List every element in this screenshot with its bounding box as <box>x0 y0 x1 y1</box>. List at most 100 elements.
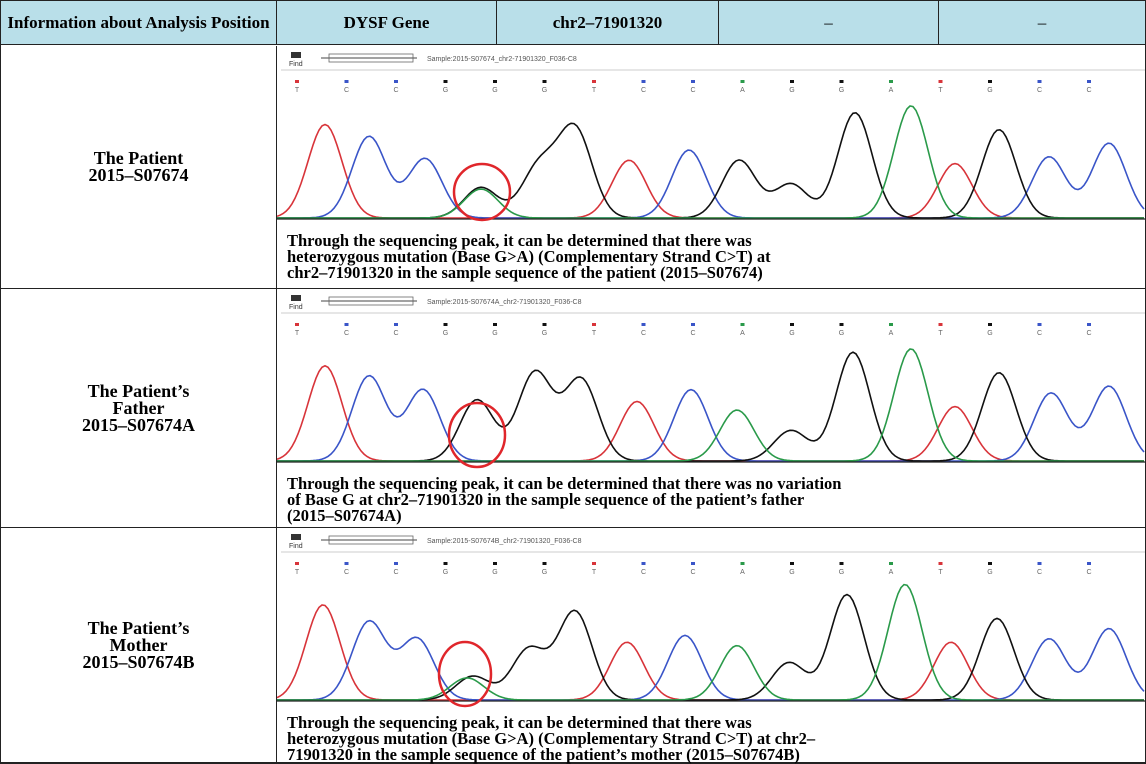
base-call: A <box>889 569 894 576</box>
sample-name: Sample:2015-S07674_chr2-71901320_F036-C8 <box>427 56 577 63</box>
base-call: G <box>839 330 844 337</box>
base-call: G <box>492 569 497 576</box>
base-mark <box>345 562 349 565</box>
trace <box>277 349 1144 461</box>
base-call: G <box>492 330 497 337</box>
base-call: C <box>690 87 695 94</box>
base-mark <box>939 562 943 565</box>
base-call: G <box>987 330 992 337</box>
base-call: T <box>938 569 943 576</box>
base-mark <box>790 562 794 565</box>
base-call: T <box>295 87 300 94</box>
base-mark <box>592 80 596 83</box>
base-call: A <box>740 87 745 94</box>
base-mark <box>345 323 349 326</box>
base-mark <box>1087 562 1091 565</box>
base-mark <box>741 562 745 565</box>
base-call: A <box>740 330 745 337</box>
header-cell: chr2–71901320 <box>497 1 719 45</box>
find-icon <box>291 295 301 301</box>
header-cell: DYSF Gene <box>277 1 497 45</box>
base-call: A <box>740 569 745 576</box>
base-mark <box>394 323 398 326</box>
base-mark <box>444 323 448 326</box>
base-call: C <box>1037 569 1042 576</box>
base-mark <box>840 80 844 83</box>
base-mark <box>889 80 893 83</box>
base-call: G <box>542 87 547 94</box>
base-call: G <box>492 87 497 94</box>
base-call: G <box>987 569 992 576</box>
label-line: Mother <box>110 637 168 654</box>
base-mark <box>790 80 794 83</box>
header-cell: – <box>939 1 1145 45</box>
row-label: The Patient’sMother2015–S07674B <box>1 528 277 763</box>
description: Through the sequencing peak, it can be d… <box>287 233 771 281</box>
base-mark <box>889 323 893 326</box>
base-call: T <box>592 569 597 576</box>
sample-name: Sample:2015-S07674A_chr2-71901320_F036-C… <box>427 299 582 306</box>
base-mark <box>493 323 497 326</box>
base-mark <box>592 562 596 565</box>
base-call: C <box>393 569 398 576</box>
trace <box>277 621 1144 700</box>
base-mark <box>1038 323 1042 326</box>
base-call: G <box>839 569 844 576</box>
base-mark <box>790 323 794 326</box>
base-call: G <box>839 87 844 94</box>
base-mark <box>1087 80 1091 83</box>
base-mark <box>592 323 596 326</box>
base-call: C <box>393 330 398 337</box>
base-mark <box>642 323 646 326</box>
description-line: chr2–71901320 in the sample sequence of … <box>287 265 771 281</box>
chromatogram: FindSample:2015-S07674_chr2-71901320_F03… <box>277 46 1145 231</box>
base-mark <box>939 80 943 83</box>
mutation-circle <box>439 642 491 706</box>
label-line: The Patient’s <box>88 620 190 637</box>
base-call: C <box>393 87 398 94</box>
header-cell: – <box>719 1 939 45</box>
find-label: Find <box>289 304 303 311</box>
base-mark <box>1038 80 1042 83</box>
base-call: C <box>690 330 695 337</box>
trace <box>277 106 1144 218</box>
base-mark <box>345 80 349 83</box>
description-line: (2015–S07674A) <box>287 508 841 524</box>
base-call: C <box>1086 87 1091 94</box>
base-mark <box>1038 562 1042 565</box>
base-call: T <box>295 569 300 576</box>
base-mark <box>295 562 299 565</box>
base-call: C <box>1037 330 1042 337</box>
base-mark <box>691 562 695 565</box>
row-content: Find Sample:2015-S07674A_chr2-71901320_F0… <box>277 289 1145 528</box>
header-cell: Information about Analysis Position <box>1 1 277 45</box>
row-content: FindSample:2015-S07674_chr2-71901320_F03… <box>277 46 1145 289</box>
base-mark <box>988 562 992 565</box>
base-mark <box>543 323 547 326</box>
chromatogram: Find Sample:2015-S07674A_chr2-71901320_F0… <box>277 289 1145 474</box>
label-line: 2015–S07674 <box>88 167 188 184</box>
base-mark <box>394 562 398 565</box>
base-call: C <box>641 87 646 94</box>
description: Through the sequencing peak, it can be d… <box>287 715 815 763</box>
trace <box>277 136 1144 218</box>
base-mark <box>543 562 547 565</box>
base-call: C <box>690 569 695 576</box>
base-call: G <box>789 87 794 94</box>
base-mark <box>394 80 398 83</box>
base-call: T <box>938 330 943 337</box>
sample-name: Sample:2015-S07674B_chr2-71901320_F036-C… <box>427 538 582 545</box>
base-mark <box>840 562 844 565</box>
label-line: 2015–S07674B <box>82 654 194 671</box>
mutation-circle <box>454 164 510 220</box>
base-mark <box>741 323 745 326</box>
base-call: G <box>443 330 448 337</box>
base-call: G <box>987 87 992 94</box>
description: Through the sequencing peak, it can be d… <box>287 476 841 524</box>
base-call: T <box>592 330 597 337</box>
find-icon <box>291 534 301 540</box>
base-call: A <box>889 87 894 94</box>
figure-table: Information about Analysis Position DYSF… <box>0 0 1146 764</box>
